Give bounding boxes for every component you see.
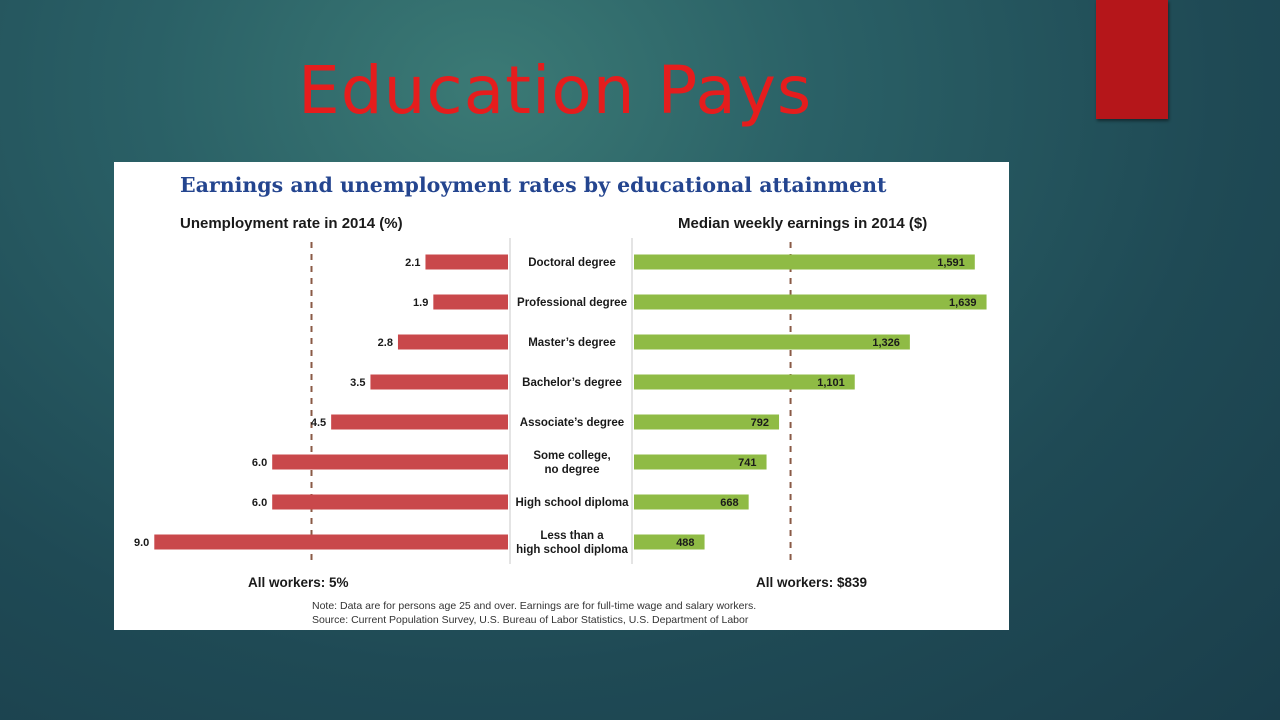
earnings-bar — [634, 454, 767, 470]
category-label: Doctoral degree — [528, 257, 616, 269]
earnings-value-label: 1,101 — [817, 377, 845, 389]
right-reference-label: All workers: $839 — [756, 575, 867, 590]
left-panel-heading: Unemployment rate in 2014 (%) — [180, 215, 403, 232]
earnings-bar — [634, 534, 705, 550]
chart-title: Earnings and unemployment rates by educa… — [180, 173, 887, 197]
category-label: Professional degree — [517, 297, 627, 309]
earnings-bar — [634, 374, 855, 390]
earnings-value-label: 668 — [720, 497, 738, 509]
earnings-bar — [634, 294, 987, 310]
earnings-value-label: 1,326 — [872, 337, 900, 349]
chart-note: Note: Data are for persons age 25 and ov… — [312, 600, 756, 612]
category-label: no degree — [545, 464, 600, 476]
earnings-bar — [634, 494, 749, 510]
education-chart: Earnings and unemployment rates by educa… — [134, 173, 987, 626]
category-label: High school diploma — [515, 497, 629, 509]
chart-source: Source: Current Population Survey, U.S. … — [312, 614, 749, 626]
category-label: Master’s degree — [528, 337, 616, 349]
category-label: Associate’s degree — [520, 417, 624, 429]
earnings-value-label: 1,639 — [949, 297, 977, 309]
unemployment-value-label: 6.0 — [252, 457, 267, 469]
unemployment-value-label: 4.5 — [311, 417, 326, 429]
unemployment-value-label: 1.9 — [413, 297, 428, 309]
unemployment-bar — [154, 534, 509, 550]
left-reference-label: All workers: 5% — [248, 575, 349, 590]
unemployment-bar — [272, 494, 508, 510]
unemployment-bar — [397, 334, 508, 350]
bars-group: 2.1 1,591 Doctoral degree 1.9 1,639 Professio… — [134, 242, 987, 564]
right-panel-heading: Median weekly earnings in 2014 ($) — [678, 215, 927, 232]
earnings-value-label: 792 — [751, 417, 769, 429]
unemployment-bar — [425, 254, 508, 270]
slide-title: Education Pays — [298, 52, 813, 129]
earnings-bar — [634, 254, 975, 270]
chart-panel: Earnings and unemployment rates by educa… — [114, 162, 1009, 630]
unemployment-value-label: 2.8 — [378, 337, 393, 349]
category-label: Some college, — [533, 450, 610, 462]
unemployment-bar — [272, 454, 508, 470]
unemployment-bar — [331, 414, 508, 430]
unemployment-bar — [433, 294, 508, 310]
earnings-bar — [634, 334, 910, 350]
category-label: high school diploma — [516, 544, 628, 556]
category-label: Less than a — [540, 530, 604, 542]
category-label: Bachelor’s degree — [522, 377, 622, 389]
unemployment-bar — [370, 374, 508, 390]
accent-tab — [1096, 0, 1168, 119]
earnings-value-label: 488 — [676, 537, 694, 549]
earnings-bar — [634, 414, 780, 430]
earnings-value-label: 1,591 — [937, 257, 965, 269]
earnings-value-label: 741 — [738, 457, 756, 469]
unemployment-value-label: 3.5 — [350, 377, 365, 389]
unemployment-value-label: 9.0 — [134, 537, 149, 549]
unemployment-value-label: 2.1 — [405, 257, 420, 269]
unemployment-value-label: 6.0 — [252, 497, 267, 509]
